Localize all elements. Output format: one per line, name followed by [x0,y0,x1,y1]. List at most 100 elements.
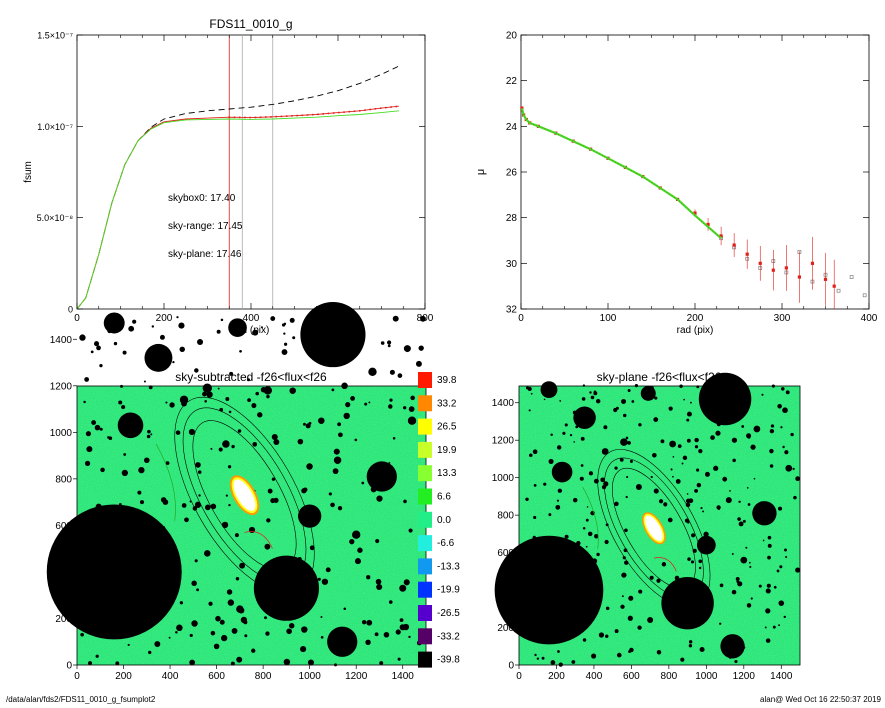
source-mask [226,589,233,595]
source-mask [236,656,243,663]
source-mask [631,400,635,403]
source-mask [603,425,608,430]
source-mask [365,639,371,645]
source-mask [604,539,609,545]
source-mask [83,400,86,404]
sky-plane-arc [155,443,176,521]
source-mask [654,396,658,400]
source-mask [582,526,586,530]
source-mask [719,622,722,625]
star-mask [236,605,244,613]
source-mask [184,517,189,523]
source-mask [688,640,693,644]
isophote-ellipse [182,407,307,583]
source-mask [564,423,568,427]
star-mask [621,572,627,578]
x-tick-label: 0 [74,671,80,682]
source-mask [260,326,263,329]
source-mask [283,658,291,666]
source-mask [660,439,665,444]
profile-panel: rad (pix) μ 0 100 200 300 400 20 22 24 26 28 30 32 [475,31,878,337]
source-mask [533,515,537,519]
fsum-point [348,110,351,113]
source-mask [663,502,668,507]
star-mask [298,504,322,528]
sky-plane-arc [582,486,599,549]
x-tick-label: 800 [661,671,678,682]
source-mask [591,653,597,659]
x-tick-label: 200 [115,671,132,682]
colorbar-swatch [418,535,432,552]
y-tick-label: 1400 [492,398,515,409]
source-mask [792,467,795,470]
source-mask [284,342,288,346]
x-tick-label: 600 [208,671,225,682]
fsum-point [343,111,345,113]
star-mask [407,416,417,425]
profile-point [520,106,524,110]
source-mask [582,638,587,642]
source-mask [181,503,187,508]
source-mask [375,538,380,544]
star-mask [179,395,189,404]
source-mask [251,403,257,409]
fsum-point [228,116,231,118]
source-mask [176,316,179,319]
profile-point [784,266,788,270]
source-mask [738,521,744,527]
source-mask [255,391,259,396]
star-mask [587,531,593,537]
source-mask [267,488,273,494]
source-mask [594,533,599,539]
profile-point [732,243,736,247]
source-mask [271,477,276,481]
star-mask [740,556,748,564]
fsum-point [385,106,387,109]
source-mask [702,510,705,513]
fsum-ylabel: fsum [23,161,34,183]
source-mask [237,429,242,433]
colorbar-label: -19.9 [437,585,460,596]
source-mask [266,518,271,523]
source-mask [80,632,84,637]
source-mask [388,404,393,409]
source-mask [793,495,797,500]
source-mask [235,576,240,581]
colorbar-swatch [418,605,432,621]
source-mask [571,660,576,664]
annotation-sky-range: sky-range: 17.45 [168,221,243,232]
fsum-title: FDS11_0010_g [209,17,292,31]
source-mask [585,545,588,548]
source-mask [332,468,339,475]
source-mask [769,428,775,434]
x-tick-label: 200 [156,313,173,324]
source-mask [564,534,569,539]
source-mask [121,404,126,410]
colorbar-label: 6.6 [437,492,451,503]
star-mask [620,438,628,446]
isophote-ellipse [611,467,696,589]
y-tick-label: 1000 [50,428,73,439]
colorbar-label: 19.9 [437,445,457,456]
colorbar-swatch [418,581,432,598]
star-mask [782,407,788,414]
source-mask [579,476,584,481]
x-tick-label: 0 [518,313,524,324]
y-tick-label: 800 [497,511,514,522]
star-mask [725,497,732,504]
star-mask [731,437,738,443]
source-mask [595,399,601,404]
source-mask [403,406,407,410]
source-mask [96,345,101,351]
source-mask [770,424,775,428]
source-mask [686,418,690,422]
source-mask [596,552,600,557]
y-tick-label: 1200 [50,381,73,392]
source-mask [785,390,790,395]
star-mask [785,464,793,472]
source-mask [548,458,554,464]
fsum-point [233,116,236,119]
source-mask [621,399,627,404]
image-frame [518,385,801,666]
source-mask [696,468,700,472]
